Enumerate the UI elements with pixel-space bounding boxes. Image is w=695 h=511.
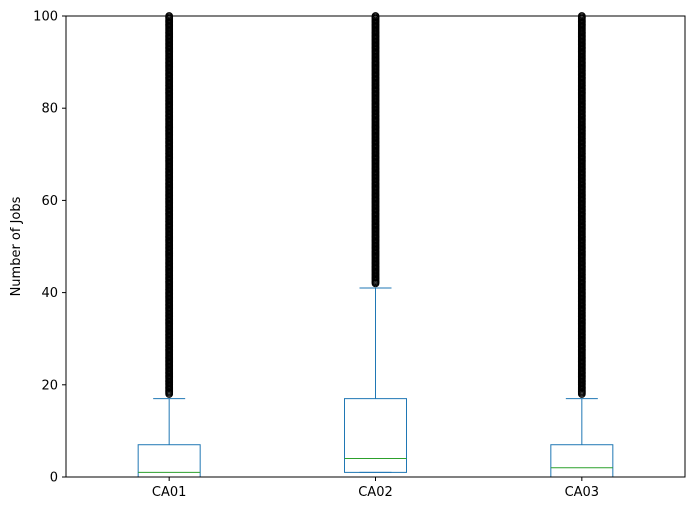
y-axis: 0 20 40 60 80 100 — [33, 10, 66, 486]
iqr-box-ca02 — [344, 398, 407, 473]
x-tick-label-ca01: CA01 — [152, 485, 187, 500]
y-tick-label: 40 — [41, 286, 58, 301]
outliers-ca03 — [577, 12, 586, 398]
outliers-ca01 — [165, 12, 174, 398]
y-tick-label: 20 — [41, 378, 58, 393]
y-tick-label: 60 — [41, 194, 58, 209]
y-tick-label: 80 — [41, 102, 58, 117]
x-axis: CA01 CA02 CA03 — [152, 477, 599, 500]
y-tick-label: 100 — [33, 10, 58, 25]
box-ca01 — [137, 12, 201, 478]
plot-area — [137, 12, 614, 478]
y-axis-label: Number of Jobs — [9, 196, 24, 296]
outliers-ca02 — [371, 12, 380, 288]
box-ca02 — [344, 12, 407, 473]
x-tick-label-ca02: CA02 — [358, 485, 393, 500]
y-tick-label: 0 — [50, 471, 58, 486]
x-tick-label-ca03: CA03 — [565, 485, 600, 500]
